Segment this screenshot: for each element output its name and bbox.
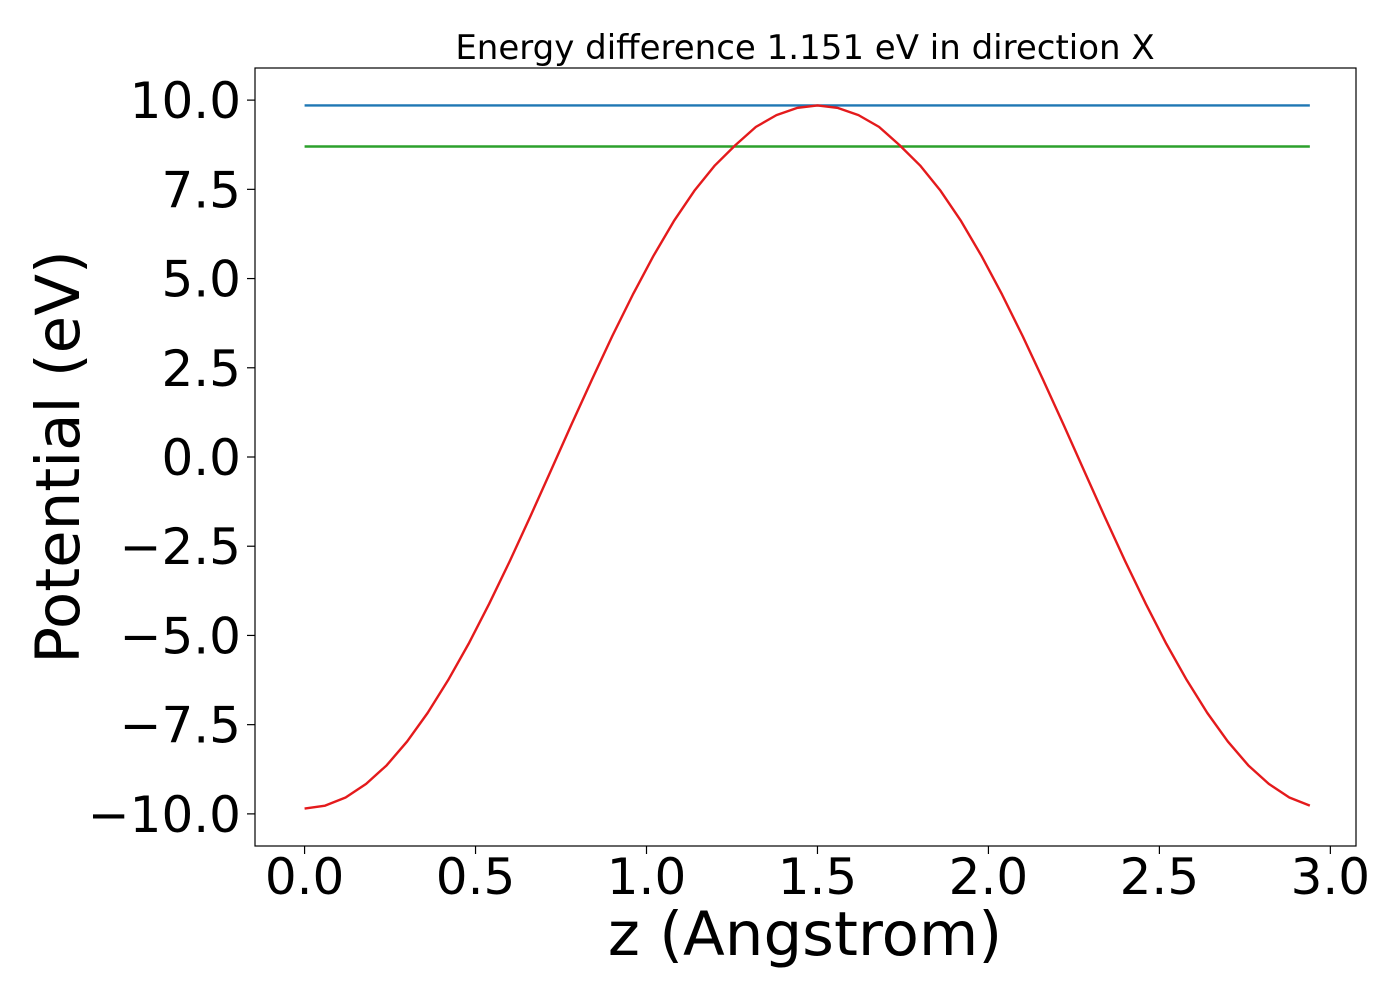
y-tick-label: −2.5	[120, 518, 241, 576]
y-tick-label: 7.5	[161, 161, 241, 219]
y-tick-label: 0.0	[161, 429, 241, 487]
y-tick-label: 2.5	[161, 340, 241, 398]
x-tick-label: 1.5	[778, 848, 858, 906]
y-tick-label: −10.0	[88, 786, 241, 844]
y-tick-label: 5.0	[161, 251, 241, 309]
plot-frame	[254, 67, 1357, 847]
y-tick-label: 10.0	[130, 72, 241, 130]
chart-title: Energy difference 1.151 eV in direction …	[455, 28, 1154, 68]
plot-lines	[304, 104, 1311, 810]
x-axis-ticks: 0.0 0.5 1.0 1.5 2.0 2.5 3.0	[265, 846, 1370, 906]
x-tick-label: 2.0	[949, 848, 1029, 906]
x-tick-label: 1.0	[607, 848, 687, 906]
x-tick-label: 0.0	[265, 848, 345, 906]
x-axis-label: z (Angstrom)	[608, 899, 1002, 970]
y-axis-label: Potential (eV)	[23, 250, 94, 663]
y-tick-label: −5.0	[120, 607, 241, 665]
x-tick-label: 3.0	[1291, 848, 1371, 906]
potential-curve	[304, 104, 1311, 810]
x-tick-label: 0.5	[436, 848, 516, 906]
x-tick-label: 2.5	[1120, 848, 1200, 906]
y-tick-label: −7.5	[120, 697, 241, 755]
y-axis-ticks: 10.0 7.5 5.0 2.5 0.0 −2.5 −5.0 −7.5 −10.0	[88, 72, 255, 844]
